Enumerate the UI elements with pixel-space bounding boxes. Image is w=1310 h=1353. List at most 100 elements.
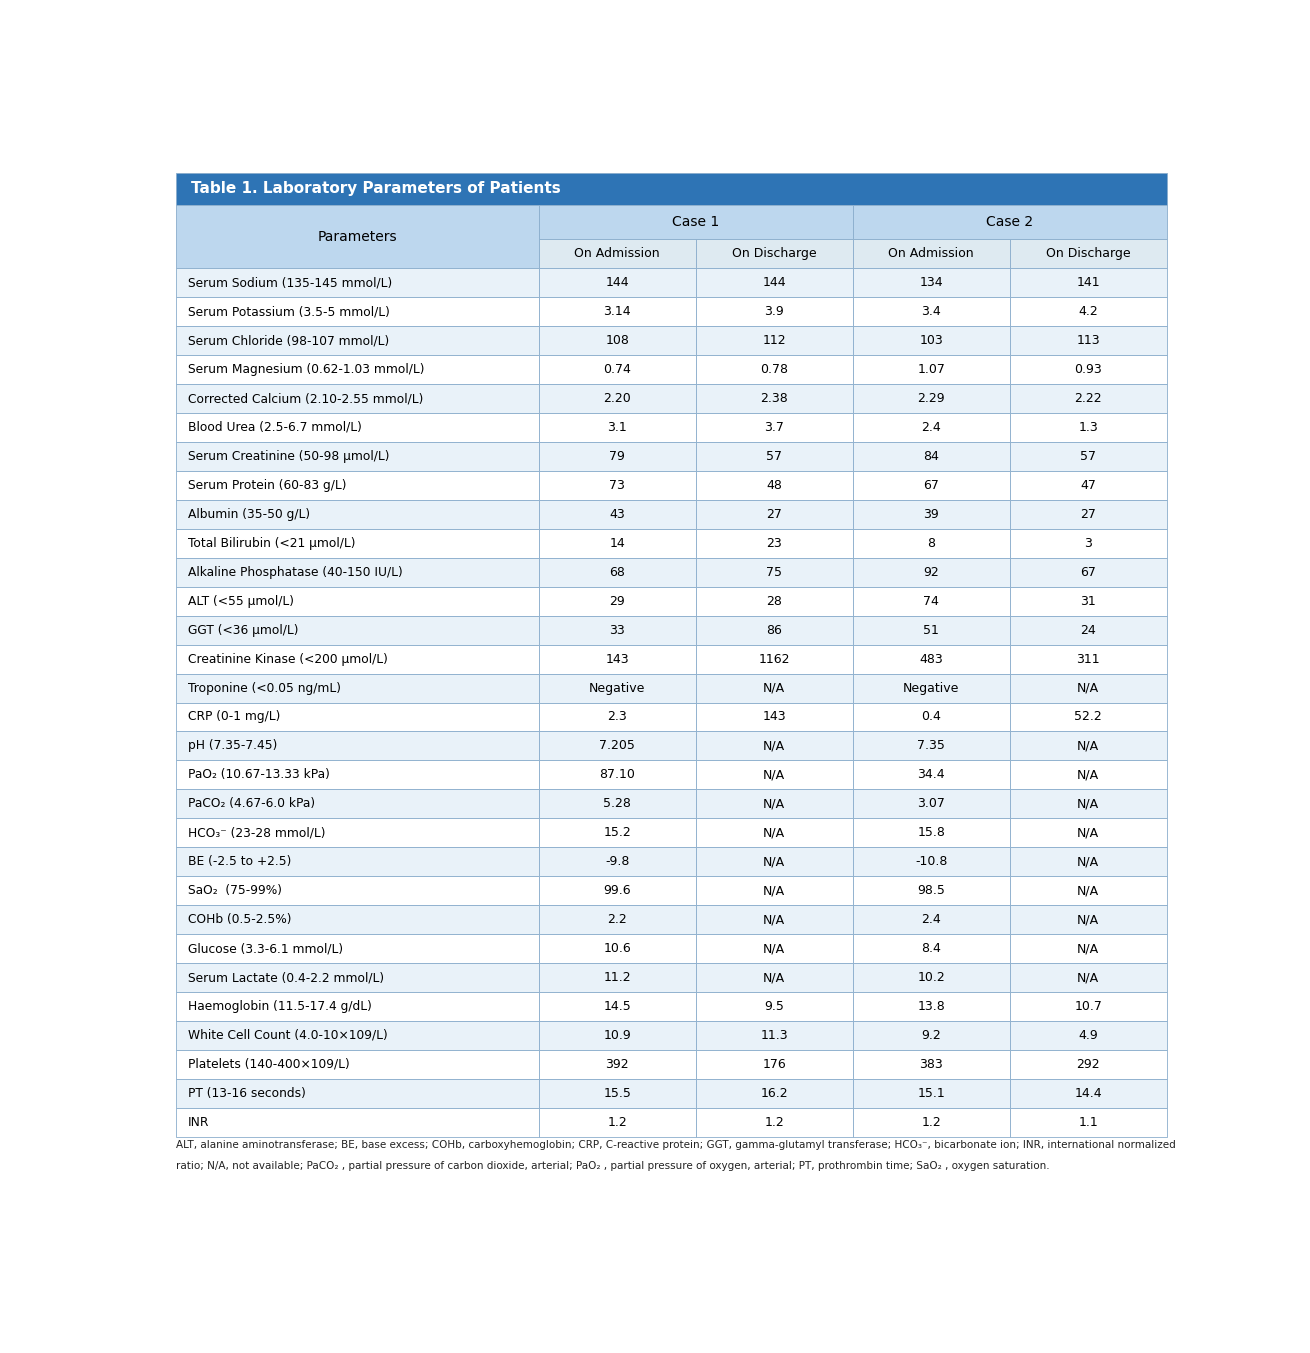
Bar	[1010, 1050, 1167, 1078]
Text: N/A: N/A	[1077, 971, 1099, 984]
Bar	[176, 587, 538, 616]
Bar	[853, 644, 1010, 674]
Text: Serum Lactate (0.4-2.2 mmol/L): Serum Lactate (0.4-2.2 mmol/L)	[189, 971, 384, 984]
Text: 3.07: 3.07	[917, 797, 946, 810]
Bar	[1010, 326, 1167, 354]
Bar	[1010, 963, 1167, 992]
Text: Blood Urea (2.5-6.7 mmol/L): Blood Urea (2.5-6.7 mmol/L)	[189, 421, 362, 434]
Text: 67: 67	[1081, 566, 1096, 579]
Bar	[696, 644, 853, 674]
Text: 3: 3	[1085, 537, 1093, 549]
Bar	[1010, 557, 1167, 587]
Bar	[853, 760, 1010, 789]
Bar	[853, 963, 1010, 992]
Text: 3.1: 3.1	[608, 421, 627, 434]
Bar	[853, 702, 1010, 732]
Bar	[853, 206, 1167, 239]
Bar	[1010, 674, 1167, 702]
Bar	[1010, 789, 1167, 819]
Text: N/A: N/A	[764, 797, 785, 810]
Text: N/A: N/A	[764, 769, 785, 782]
Bar	[1010, 499, 1167, 529]
Text: 143: 143	[605, 652, 629, 666]
Text: 1162: 1162	[758, 652, 790, 666]
Bar	[696, 732, 853, 760]
Bar	[853, 819, 1010, 847]
Bar	[538, 702, 696, 732]
Text: 98.5: 98.5	[917, 885, 946, 897]
Bar	[696, 326, 853, 354]
Text: N/A: N/A	[1077, 942, 1099, 955]
Bar	[1010, 847, 1167, 877]
Bar	[176, 674, 538, 702]
Bar	[696, 760, 853, 789]
Text: 143: 143	[762, 710, 786, 724]
Text: 1.1: 1.1	[1078, 1116, 1098, 1128]
Bar	[696, 587, 853, 616]
Text: 112: 112	[762, 334, 786, 348]
Text: 0.4: 0.4	[921, 710, 941, 724]
Bar	[176, 471, 538, 499]
Text: 1.2: 1.2	[764, 1116, 785, 1128]
Bar	[1010, 702, 1167, 732]
Text: 68: 68	[609, 566, 625, 579]
Text: 0.74: 0.74	[604, 363, 631, 376]
Text: 113: 113	[1077, 334, 1100, 348]
Text: N/A: N/A	[764, 913, 785, 927]
Text: 2.29: 2.29	[917, 392, 945, 405]
Bar	[176, 326, 538, 354]
Text: Negative: Negative	[903, 682, 959, 694]
Bar	[853, 326, 1010, 354]
Bar	[538, 442, 696, 471]
Bar	[696, 877, 853, 905]
Text: ALT (<55 μmol/L): ALT (<55 μmol/L)	[189, 595, 295, 607]
Bar	[176, 1050, 538, 1078]
Text: 15.5: 15.5	[604, 1086, 631, 1100]
Bar	[176, 732, 538, 760]
Bar	[1010, 471, 1167, 499]
Text: On Admission: On Admission	[574, 248, 660, 260]
Text: 15.1: 15.1	[917, 1086, 945, 1100]
Bar	[853, 384, 1010, 413]
Bar	[696, 471, 853, 499]
Bar	[176, 616, 538, 644]
Bar	[538, 239, 696, 268]
Text: N/A: N/A	[1077, 682, 1099, 694]
Bar	[853, 1108, 1010, 1137]
Text: PT (13-16 seconds): PT (13-16 seconds)	[189, 1086, 307, 1100]
Bar	[176, 1108, 538, 1137]
Bar	[176, 789, 538, 819]
Bar	[1010, 819, 1167, 847]
Text: 86: 86	[766, 624, 782, 637]
Bar	[1010, 905, 1167, 934]
Text: Troponine (<0.05 ng/mL): Troponine (<0.05 ng/mL)	[189, 682, 341, 694]
Bar	[853, 674, 1010, 702]
Text: 1.07: 1.07	[917, 363, 946, 376]
Text: Glucose (3.3-6.1 mmol/L): Glucose (3.3-6.1 mmol/L)	[189, 942, 343, 955]
Bar	[696, 992, 853, 1022]
Text: 52.2: 52.2	[1074, 710, 1102, 724]
Bar	[853, 557, 1010, 587]
Bar	[853, 616, 1010, 644]
Text: PaCO₂ (4.67-6.0 kPa): PaCO₂ (4.67-6.0 kPa)	[189, 797, 316, 810]
Bar	[1010, 268, 1167, 298]
Text: 48: 48	[766, 479, 782, 492]
Text: 2.22: 2.22	[1074, 392, 1102, 405]
Text: 33: 33	[609, 624, 625, 637]
Text: 74: 74	[924, 595, 939, 607]
Text: 39: 39	[924, 507, 939, 521]
Bar	[696, 963, 853, 992]
Text: N/A: N/A	[1077, 769, 1099, 782]
Bar	[853, 499, 1010, 529]
Text: 23: 23	[766, 537, 782, 549]
Bar	[696, 557, 853, 587]
Text: Haemoglobin (11.5-17.4 g/dL): Haemoglobin (11.5-17.4 g/dL)	[189, 1000, 372, 1013]
Bar	[176, 206, 538, 268]
Bar	[853, 905, 1010, 934]
Text: 14.5: 14.5	[604, 1000, 631, 1013]
Text: ratio; N/A, not available; PaCO₂ , partial pressure of carbon dioxide, arterial;: ratio; N/A, not available; PaCO₂ , parti…	[176, 1161, 1049, 1172]
Text: 10.2: 10.2	[917, 971, 945, 984]
Bar	[1010, 644, 1167, 674]
Bar	[538, 557, 696, 587]
Text: On Discharge: On Discharge	[1045, 248, 1131, 260]
